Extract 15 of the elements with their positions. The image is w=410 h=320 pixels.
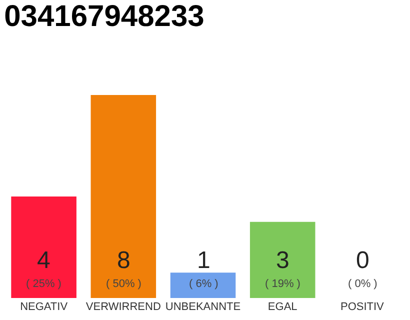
bar [170,272,236,298]
bar [250,222,316,298]
bar [11,196,76,298]
x-tick-label: EGAL [268,301,298,313]
data-label: 0 ( 0% ) [348,247,378,290]
data-label: 3 ( 19% ) [265,247,300,290]
x-tick-label: NEGATIV [20,301,68,313]
x-tick-label: POSITIV [340,301,385,313]
chart-title: 034167948233 [4,0,204,33]
data-label: 8 ( 50% ) [106,247,142,290]
data-label: 4 ( 25% ) [26,247,62,290]
data-label: 1 ( 6% ) [189,247,218,290]
x-tick-label: UNBEKANNTE [165,301,241,313]
x-tick-label: VERWIRREND [86,301,161,313]
bar [90,95,156,298]
